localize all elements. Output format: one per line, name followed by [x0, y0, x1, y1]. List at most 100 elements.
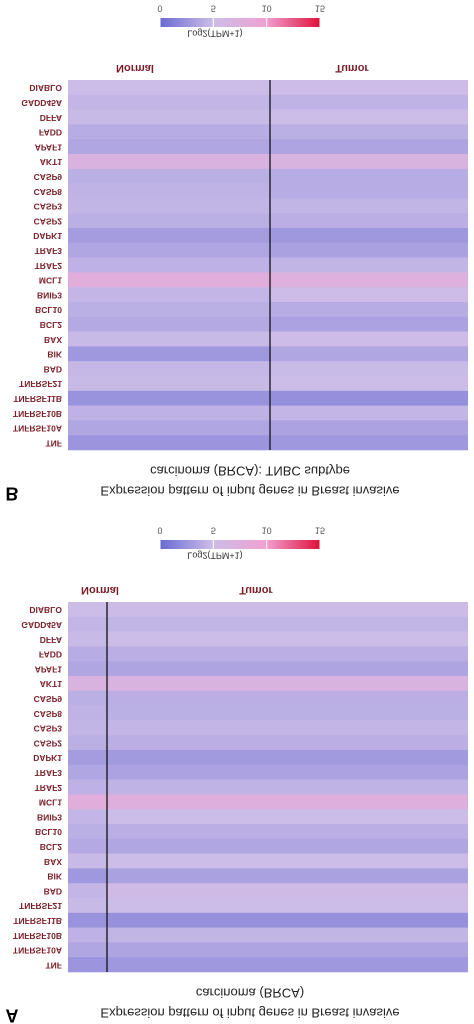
heatmap-cell	[107, 750, 468, 766]
gene-label: BCL2	[40, 320, 62, 330]
gene-label: CASP2	[34, 216, 63, 226]
heatmap-cell	[68, 390, 270, 406]
title-line: carcinoma (BRCA)	[196, 986, 304, 1001]
heatmap-cell	[270, 346, 468, 362]
gene-label: TNFRSF10A	[13, 424, 62, 434]
heatmap-cell	[68, 168, 270, 184]
gene-label: MCL1	[39, 798, 62, 808]
heatmap-cell	[270, 168, 468, 184]
heatmap-cell	[68, 361, 270, 377]
gene-label: BCL2	[40, 842, 62, 852]
gene-label: BIK	[47, 350, 63, 360]
heatmap-cell	[270, 435, 468, 451]
heatmap-cell	[270, 287, 468, 303]
gene-label: FADD	[39, 128, 62, 138]
heatmap-cell	[270, 316, 468, 332]
gene-label: BNIP3	[37, 812, 62, 822]
heatmap-cell	[68, 868, 107, 884]
heatmap-cell	[107, 794, 468, 810]
gene-label: DIABLO	[29, 605, 62, 615]
heatmap-cell	[107, 676, 468, 692]
heatmap-cell	[68, 661, 107, 677]
colorbar-tick-label: 10	[262, 4, 272, 14]
heatmap-cell	[107, 824, 468, 840]
gene-label: CASP8	[34, 709, 63, 719]
heatmap-cell	[107, 779, 468, 795]
heatmap-cell	[107, 602, 468, 618]
heatmap-cell	[270, 376, 468, 392]
gene-label: MCL1	[39, 276, 62, 286]
heatmap-cell	[68, 183, 270, 199]
heatmap-cell	[107, 809, 468, 825]
gene-label: TRAF2	[35, 783, 63, 793]
gene-label: TNF	[45, 438, 62, 448]
heatmap-cell	[68, 631, 107, 647]
heatmap-cell	[68, 213, 270, 229]
gene-label: BAX	[44, 335, 62, 345]
gene-label: CASP3	[34, 724, 63, 734]
colorbar-tick-label: 10	[262, 526, 272, 536]
gene-label: APAF1	[35, 142, 63, 152]
gene-label: CASP8	[34, 187, 63, 197]
heatmap-cell	[270, 242, 468, 258]
colorbar	[160, 540, 320, 549]
gene-label: TNFRSF21	[19, 901, 62, 911]
heatmap-cell	[68, 809, 107, 825]
heatmap-cell	[68, 139, 270, 155]
colorbar-tick-label: 15	[315, 526, 325, 536]
gene-label: BAD	[44, 886, 62, 896]
gene-label: CASP3	[34, 202, 63, 212]
heatmap-cell	[68, 676, 107, 692]
heatmap-cell	[68, 779, 107, 795]
heatmap-cell	[107, 912, 468, 928]
gene-label: TNFRSF11B	[13, 916, 62, 926]
gene-label: APAF1	[35, 664, 63, 674]
heatmap-cell	[270, 405, 468, 421]
heatmap-cell	[68, 242, 270, 258]
panel-label: B	[6, 483, 19, 503]
gene-label: BNIP3	[37, 290, 62, 300]
gene-label: BAX	[44, 857, 62, 867]
heatmap-cell	[68, 420, 270, 436]
heatmap-cell	[68, 794, 107, 810]
group-label: Normal	[81, 584, 119, 596]
heatmap-cell	[68, 302, 270, 318]
heatmap-cell	[68, 287, 270, 303]
gene-label: BAD	[44, 364, 62, 374]
heatmap-cell	[68, 853, 107, 869]
heatmap-cell	[107, 705, 468, 721]
heatmap-cell	[270, 213, 468, 229]
heatmap-cell	[107, 661, 468, 677]
heatmap-cell	[68, 883, 107, 899]
colorbar-tick-label: 0	[157, 526, 162, 536]
heatmap-cell	[68, 80, 270, 96]
heatmap-cell	[270, 228, 468, 244]
heatmap-cell	[270, 109, 468, 125]
colorbar-tick-label: 5	[211, 4, 216, 14]
heatmap-cell	[270, 331, 468, 347]
heatmap-cell	[270, 198, 468, 214]
heatmap-cell	[270, 94, 468, 110]
gene-label: BCL10	[35, 827, 62, 837]
heatmap-cell	[107, 957, 468, 973]
colorbar-tick-label: 0	[157, 4, 162, 14]
heatmap-cell	[107, 690, 468, 706]
heatmap-cell	[68, 705, 107, 721]
heatmap-cell	[107, 631, 468, 647]
heatmap-cell	[107, 898, 468, 914]
heatmap-cell	[68, 764, 107, 780]
title-line: carcinoma (BRCA): TNBC subtype	[150, 464, 350, 479]
colorbar-label: Log2(TPM+1)	[187, 29, 242, 39]
heatmap-cell	[107, 764, 468, 780]
colorbar-label: Log2(TPM+1)	[187, 551, 242, 561]
gene-label: GADD45A	[21, 98, 62, 108]
gene-label: CASP2	[34, 738, 63, 748]
gene-label: TRAF3	[35, 768, 63, 778]
gene-label: TNFRSF10B	[13, 409, 62, 419]
heatmap-cell	[68, 94, 270, 110]
heatmap-cell	[107, 838, 468, 854]
heatmap-cell	[68, 124, 270, 140]
heatmap-cell	[68, 942, 107, 958]
title-line: Expression pattern of input genes in Bre…	[100, 484, 399, 499]
